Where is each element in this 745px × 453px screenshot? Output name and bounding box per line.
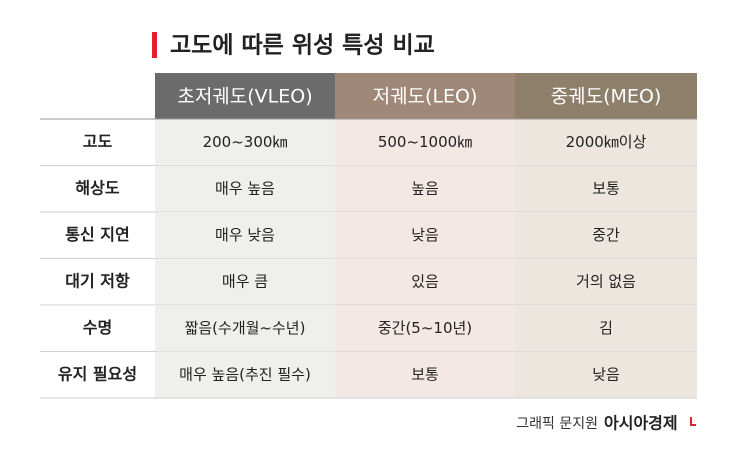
body-cell: [335, 165, 515, 212]
body-cell: [155, 258, 335, 305]
body-cell: [515, 119, 697, 166]
body-cell: [515, 351, 697, 398]
header-cell: [515, 73, 697, 119]
brand-icon: [690, 417, 696, 426]
body-cell: [515, 165, 697, 212]
credit: 그래픽 문지원: [516, 416, 598, 432]
cell-text: 낮음: [592, 365, 620, 383]
header-cell: [155, 73, 335, 119]
body-cell: [335, 119, 515, 166]
cell-text: 보통: [411, 365, 439, 383]
body-cell: [155, 305, 335, 352]
cell-text: 200~300㎞: [203, 133, 288, 151]
cell-text: 낮음: [411, 226, 439, 244]
body-cell: [335, 212, 515, 259]
cell-text: 거의 없음: [576, 272, 636, 290]
row-label: 수명: [83, 318, 112, 337]
cell-text: 중간(5~10년): [378, 319, 472, 337]
cell-text: 500~1000㎞: [378, 133, 472, 151]
body-cell: [515, 212, 697, 259]
cell-text: 높음: [411, 179, 439, 197]
header-cell: [335, 73, 515, 119]
title-accent: [152, 32, 157, 58]
body-cell: [335, 258, 515, 305]
row-label: 대기 저항: [65, 271, 130, 290]
cell-text: 매우 높음(추진 필수): [179, 365, 311, 383]
cell-text: 매우 낮음: [215, 226, 275, 244]
cell-text: 김: [599, 319, 613, 337]
title: 고도에 따른 위성 특성 비교: [170, 33, 435, 59]
cell-text: 있음: [411, 272, 439, 290]
cell-text: 보통: [592, 179, 620, 197]
cell-text: 매우 높음: [215, 179, 275, 197]
body-cell: [335, 305, 515, 352]
body-cell: [335, 351, 515, 398]
body-cell: [515, 305, 697, 352]
cell-text: 2000㎞이상: [566, 133, 647, 151]
cell-text: 중간: [592, 226, 620, 244]
header-text: 저궤도(LEO): [373, 86, 478, 108]
header-text: 초저궤도(VLEO): [177, 86, 312, 108]
body-cell: [155, 119, 335, 166]
row-label: 고도: [83, 132, 113, 151]
row-label: 유지 필요성: [58, 364, 137, 383]
header-text: 중궤도(MEO): [551, 86, 662, 108]
row-label: 통신 지연: [65, 225, 129, 244]
cell-text: 매우 큼: [222, 272, 268, 290]
row-label: 해상도: [75, 178, 119, 197]
body-cell: [515, 258, 697, 305]
body-cell: [155, 351, 335, 398]
body-cell: [155, 212, 335, 259]
cell-text: 짧음(수개월~수년): [185, 319, 306, 337]
body-cell: [155, 165, 335, 212]
brand: 아시아경제: [604, 414, 678, 433]
